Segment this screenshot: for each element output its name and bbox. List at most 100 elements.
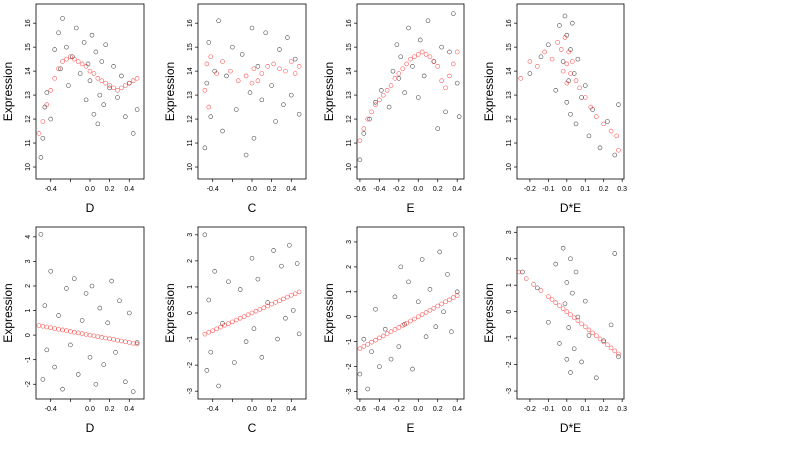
observed-point xyxy=(234,107,239,112)
observed-point xyxy=(564,280,570,285)
y-tick-label: 13 xyxy=(187,91,194,99)
observed-point xyxy=(101,102,107,107)
y-tick-label: 0 xyxy=(346,315,353,319)
x-tick-label: 0.0 xyxy=(247,406,257,413)
observed-point xyxy=(64,44,69,50)
x-tick-label: -0.1 xyxy=(542,186,554,193)
plot-frame xyxy=(516,3,625,180)
fitted-point xyxy=(400,66,405,72)
observed-point xyxy=(134,107,140,112)
fitted-point xyxy=(87,68,93,74)
fitted-point xyxy=(126,340,132,345)
y-tick-label: 14 xyxy=(187,67,194,75)
fitted-point xyxy=(419,312,425,317)
fitted-point xyxy=(608,128,614,134)
y-tick-label: 10 xyxy=(346,163,353,171)
observed-point xyxy=(520,269,525,275)
fitted-point xyxy=(83,64,89,69)
x-tick-label: -0.6 xyxy=(354,186,366,193)
fitted-point xyxy=(369,109,374,115)
fitted-point xyxy=(392,327,398,332)
observed-point xyxy=(42,303,48,308)
fitted-point xyxy=(566,49,571,55)
fitted-point xyxy=(119,85,124,91)
fitted-point xyxy=(269,301,274,307)
observed-point xyxy=(579,95,584,100)
observed-point xyxy=(44,347,50,353)
fitted-point xyxy=(257,307,263,312)
fitted-point xyxy=(91,333,97,339)
x-tick-label: 0.4 xyxy=(124,186,134,193)
fitted-point xyxy=(210,328,216,333)
x-tick-label: -0.1 xyxy=(542,406,554,413)
observed-point xyxy=(52,47,57,52)
fitted-point xyxy=(107,83,112,88)
observed-point xyxy=(249,255,255,261)
fitted-point xyxy=(75,330,81,336)
y-tick-label: 0 xyxy=(187,311,194,315)
y-tick-label: 1 xyxy=(187,285,194,289)
y-tick-label: 3 xyxy=(346,240,353,244)
observed-point xyxy=(119,73,124,79)
fitted-point xyxy=(265,64,270,69)
y-tick-label: 3 xyxy=(25,259,32,263)
observed-point xyxy=(230,44,235,50)
fitted-point xyxy=(557,303,562,308)
observed-point xyxy=(97,305,103,311)
observed-point xyxy=(287,242,292,248)
observed-point xyxy=(410,366,415,372)
fitted-point xyxy=(243,73,249,79)
chart-panel: -0.2 -0.1 0.0 0.1 0.2 0.3 -3 -2 -1 0 1 2 3 D*E Express… xyxy=(482,226,627,435)
fitted-point xyxy=(447,73,452,79)
x-tick-label: -0.2 xyxy=(393,406,405,413)
x-tick-label: 0.0 xyxy=(247,186,257,193)
fitted-point xyxy=(271,61,276,67)
y-tick-label: 16 xyxy=(346,19,353,27)
fitted-point xyxy=(357,346,363,351)
observed-point xyxy=(40,377,46,382)
observed-point xyxy=(557,341,562,346)
fitted-point xyxy=(443,85,448,91)
observed-point xyxy=(441,309,446,315)
observed-point xyxy=(573,269,579,275)
fitted-point xyxy=(259,71,265,76)
observed-point xyxy=(273,119,278,124)
x-tick-label: -0.4 xyxy=(45,186,57,193)
observed-point xyxy=(91,111,97,117)
fitted-point xyxy=(608,345,614,351)
fitted-point xyxy=(431,59,437,64)
observed-point xyxy=(48,116,54,122)
observed-point xyxy=(443,109,448,115)
fitted-point xyxy=(553,300,559,305)
observed-point xyxy=(406,279,411,285)
x-tick-label: 0.2 xyxy=(267,186,277,193)
observed-point xyxy=(557,23,562,28)
chart-panel: -0.6 -0.4 -0.2 0.0 0.2 0.4 -3 -2 -1 0 1 2 3 E Expressi… xyxy=(322,226,465,435)
fitted-point xyxy=(44,324,50,330)
observed-point xyxy=(553,261,559,267)
fitted-point xyxy=(439,78,444,83)
fitted-point xyxy=(443,299,448,305)
x-tick-label: 0.4 xyxy=(286,186,296,193)
observed-point xyxy=(130,389,136,394)
fitted-point xyxy=(518,76,523,81)
y-tick-label: 2 xyxy=(506,257,513,261)
fitted-point xyxy=(365,342,370,347)
observed-point xyxy=(60,386,65,392)
observed-point xyxy=(251,326,257,331)
y-tick-label: 12 xyxy=(506,115,513,123)
observed-point xyxy=(89,283,95,289)
fitted-point xyxy=(605,342,610,348)
fitted-point xyxy=(296,289,302,295)
fitted-point xyxy=(427,54,433,60)
observed-point xyxy=(386,104,392,110)
observed-point xyxy=(398,54,404,60)
y-tick-label: 2 xyxy=(25,284,32,288)
observed-point xyxy=(216,383,221,389)
fitted-point xyxy=(99,78,105,83)
y-tick-label: -2 xyxy=(25,381,32,387)
fitted-point xyxy=(288,293,294,298)
observed-point xyxy=(237,287,243,292)
observed-point xyxy=(56,313,61,318)
x-axis-label: D*E xyxy=(560,421,581,435)
